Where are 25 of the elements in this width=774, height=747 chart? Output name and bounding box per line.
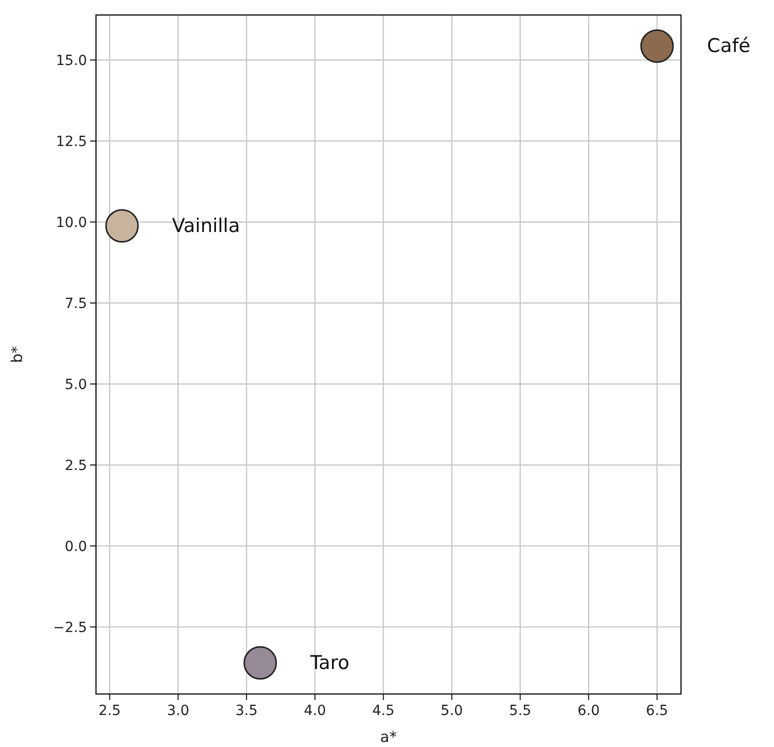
point	[105, 209, 139, 243]
x-tick-label: 5.0	[440, 703, 463, 719]
x-tick-label: 4.0	[304, 703, 326, 719]
y-tick-label: 10.0	[56, 215, 87, 232]
point	[243, 646, 277, 680]
series-label: Café	[707, 35, 750, 58]
x-tick-label: 3.5	[235, 703, 258, 719]
point	[640, 29, 674, 63]
series-label: Taro	[309, 652, 350, 674]
series-label: Vainilla	[172, 214, 240, 237]
y-tick-label: −2.5	[53, 620, 87, 636]
x-tick-label: 4.5	[372, 703, 394, 719]
x-axis-title: a*	[380, 728, 398, 746]
y-tick-label: 2.5	[64, 458, 87, 474]
x-tick-label: 3.0	[166, 703, 190, 719]
y-tick-label: 5.0	[64, 376, 87, 393]
x-tick-label: 6.0	[578, 703, 600, 719]
y-tick-label: 7.5	[64, 296, 87, 312]
x-tick-label: 5.5	[509, 703, 532, 719]
x-tick-label: 2.5	[98, 703, 121, 719]
y-axis-title: b*	[8, 345, 26, 364]
x-tick-label: 6.5	[646, 703, 668, 719]
y-tick-label: 15.0	[56, 53, 87, 70]
y-tick-label: 12.5	[56, 134, 87, 150]
y-tick-label: 0.0	[64, 538, 87, 555]
